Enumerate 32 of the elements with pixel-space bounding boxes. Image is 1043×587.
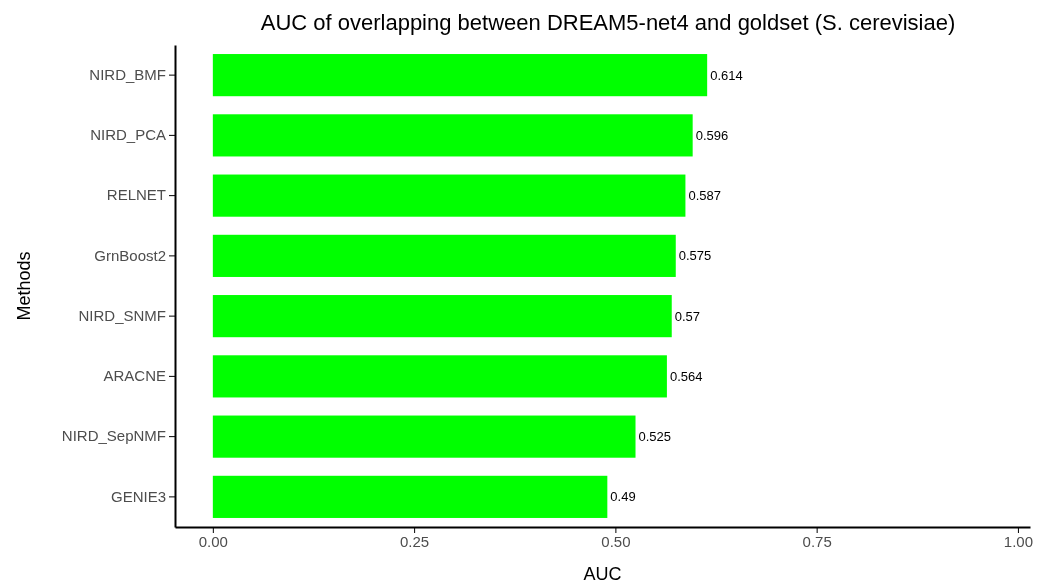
bar [212, 54, 708, 97]
y-tick-label: GrnBoost2 [94, 246, 166, 264]
bar [212, 174, 686, 217]
bar [212, 415, 636, 458]
y-tick-label: ARACNE [103, 367, 166, 385]
bar [212, 114, 693, 157]
data-label: 0.575 [678, 248, 712, 264]
bar [212, 234, 676, 277]
data-label: 0.587 [688, 188, 721, 204]
x-axis-title: AUC [583, 564, 622, 584]
x-tick-label: 0.50 [601, 532, 631, 550]
chart-title: AUC of overlapping between DREAM5-net4 and goldset (S. cerevisiae) [260, 10, 956, 35]
data-label: 0.49 [610, 489, 636, 505]
data-label: 0.614 [710, 67, 743, 83]
bar [212, 295, 672, 338]
bar [212, 475, 608, 518]
x-tick-label: 0.75 [802, 532, 832, 550]
y-tick-label: NIRD_SepNMF [61, 427, 166, 445]
x-tick-label: 0.00 [198, 532, 228, 550]
y-tick-label: NIRD_SNMF [78, 306, 166, 324]
data-label: 0.525 [638, 429, 672, 445]
bar [212, 355, 667, 398]
y-tick-label: NIRD_PCA [90, 126, 166, 144]
data-label: 0.564 [669, 368, 703, 384]
data-label: 0.57 [674, 308, 701, 324]
y-tick-label: RELNET [106, 186, 166, 204]
x-tick-label: 1.00 [1003, 532, 1034, 550]
x-tick-label: 0.25 [400, 532, 430, 550]
data-label: 0.596 [695, 127, 729, 143]
y-tick-label: NIRD_BMF [89, 65, 166, 83]
y-tick-label: GENIE3 [110, 487, 166, 505]
y-axis-title: Methods [14, 251, 34, 321]
